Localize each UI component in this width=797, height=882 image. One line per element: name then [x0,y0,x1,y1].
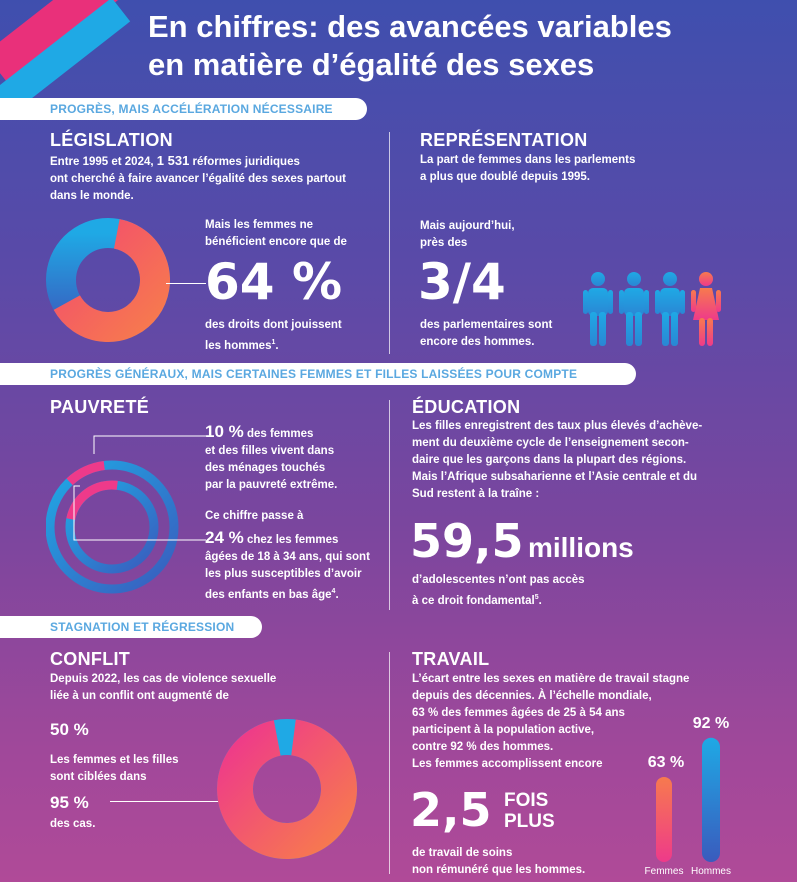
travail-bar-chart: 63 % 92 % Femmes Hommes [645,715,731,877]
woman-icon [691,272,721,346]
legislation-connector [166,283,206,284]
page-title: En chiffres: des avancées variables en m… [148,8,672,84]
section-header-progres: PROGRÈS, MAIS ACCÉLÉRATION NÉCESSAIRE [0,98,367,120]
pauvrete-stat-2: Ce chiffre passe à 24 % chez les femmes … [205,510,370,601]
conflit-value-1: 50 % [50,720,89,739]
travail-big-number: 2,5 [410,783,492,837]
section-header-progres-generaux: PROGRÈS GÉNÉRAUX, MAIS CERTAINES FEMMES … [0,363,636,385]
bar-men-category: Hommes [691,866,731,877]
bar-men [702,737,720,862]
conflit-connector [110,801,232,802]
representation-lead: Mais aujourd’hui, près des [420,220,515,249]
man-icon [655,272,685,346]
education-intro: Les filles enregistrent des taux plus él… [412,420,703,500]
title-line-2: en matière d’égalité des sexes [148,47,595,82]
man-icon [583,272,613,346]
man-icon [619,272,649,346]
conflit-intro: Depuis 2022, les cas de violence sexuell… [50,673,277,702]
conflit-donut-share [217,719,357,859]
legislation-intro: Entre 1995 et 2024, 1 531 réformes jurid… [50,153,346,202]
pauvrete-stat-1: 10 % des femmes et des filles vivent dan… [205,422,338,491]
education-tail: d’adolescentes n’ont pas accès à ce droi… [412,574,585,607]
pauvrete-rings [46,435,206,594]
education-heading: ÉDUCATION [412,397,521,417]
pauvrete-heading: PAUVRETÉ [50,397,150,417]
corner-decoration [0,0,140,110]
divider-bottom [389,652,390,874]
parliament-people-icons [583,272,721,346]
section-header-progres-generaux-label: PROGRÈS GÉNÉRAUX, MAIS CERTAINES FEMMES … [50,367,578,381]
legislation-donut [46,218,170,342]
divider-top [389,132,390,354]
travail-heading: TRAVAIL [412,649,490,669]
bar-women [656,776,672,862]
bar-women-category: Femmes [645,866,684,877]
representation-big-number: 3/4 [418,253,506,311]
title-line-1: En chiffres: des avancées variables [148,9,672,44]
travail-tail: de travail de soins non rémunéré que les… [412,847,586,876]
bar-men-value: 92 % [693,715,729,732]
pauvrete-outer-share [66,461,105,486]
legislation-lead: Mais les femmes ne bénéficient encore qu… [205,219,347,248]
section-header-stagnation-label: STAGNATION ET RÉGRESSION [50,620,235,634]
pauvrete-inner-share [66,480,118,521]
pauvrete-outer-ring [46,460,179,594]
representation-intro: La part de femmes dans les parlements a … [420,154,636,183]
conflit-heading: CONFLIT [50,649,131,669]
conflit-value-2: 95 % [50,793,89,812]
pauvrete-connector-1 [93,435,206,454]
divider-middle [389,400,390,610]
conflit-tail: des cas. [50,818,96,830]
conflit-donut [217,719,357,859]
pauvrete-connector-2 [73,485,206,541]
legislation-tail: des droits dont jouissent les hommes1. [205,319,342,352]
section-header-stagnation: STAGNATION ET RÉGRESSION [0,616,262,638]
section-header-progres-label: PROGRÈS, MAIS ACCÉLÉRATION NÉCESSAIRE [50,102,333,116]
legislation-big-number: 64 % [205,253,343,311]
travail-intro: L’écart entre les sexes en matière de tr… [412,673,690,770]
bar-women-value: 63 % [648,754,684,771]
conflit-mid: Les femmes et les filles sont ciblées da… [50,754,179,783]
legislation-heading: LÉGISLATION [50,130,173,150]
travail-big-unit: FOIS PLUS [504,790,555,832]
legislation-donut-share [53,219,170,342]
representation-tail: des parlementaires sont encore des homme… [420,319,553,348]
representation-heading: REPRÉSENTATION [420,130,588,150]
education-big-number: 59,5 millions [410,514,634,568]
